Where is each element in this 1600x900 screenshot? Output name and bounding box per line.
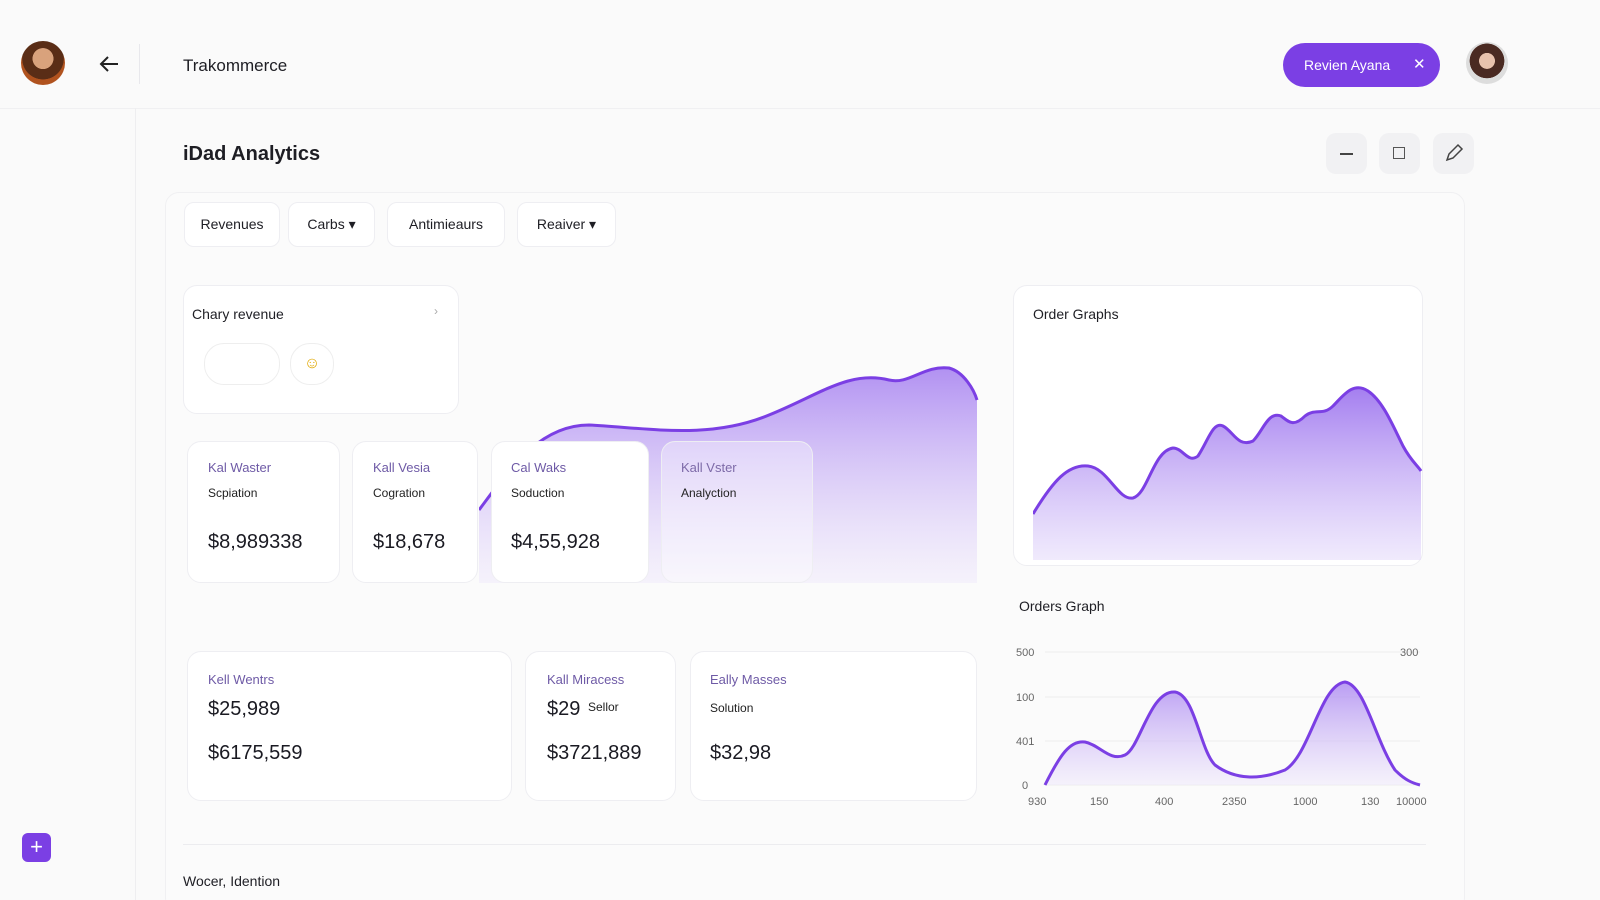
revenue-card: Chary revenue › ☺ — [183, 285, 459, 414]
stat-value: $4,55,928 — [511, 531, 600, 553]
minimize-button[interactable] — [1326, 133, 1367, 174]
emoji-pill[interactable]: ☺ — [290, 343, 334, 385]
bottom-card[interactable]: Kell Wentrs $25,989 $6175,559 — [187, 651, 512, 801]
pill[interactable] — [204, 343, 280, 385]
bottom-card[interactable]: Kall Miracess $29 Sellor $3721,889 — [525, 651, 676, 801]
x-tick-label: 1000 — [1293, 796, 1317, 808]
grid-button[interactable] — [1379, 133, 1420, 174]
app-name: Trakommerce — [183, 56, 288, 75]
card-note: Sellor — [588, 700, 619, 714]
card-value: $6175,559 — [208, 742, 303, 764]
stat-label: Cal Waks — [511, 460, 567, 475]
order-graphs-card: Order Graphs — [1013, 285, 1423, 566]
orders-graph: 500 100 401 0 300 930 150 400 2350 1000 … — [1016, 647, 1427, 808]
card-value: $3721,889 — [547, 742, 642, 764]
tab[interactable]: Reaiver ▾ — [517, 202, 616, 247]
y-tick-label: 500 — [1016, 647, 1034, 659]
stat-value: $18,678 — [373, 531, 446, 553]
header-divider — [139, 44, 140, 84]
card-label: Eally Masses — [710, 672, 787, 687]
x-tick-label: 10000 — [1396, 796, 1427, 808]
y-tick-label: 0 — [1022, 780, 1028, 792]
chip-close[interactable]: ✕ — [1413, 56, 1426, 73]
stat-label: Kall Vesia — [373, 460, 431, 475]
stat-card[interactable]: Kal Waster Scpiation $8,989338 — [187, 441, 340, 583]
x-tick-label: 130 — [1361, 796, 1379, 808]
x-tick-label: 930 — [1028, 796, 1046, 808]
card-title: Chary revenue — [192, 306, 284, 322]
sidebar-border — [135, 108, 136, 900]
chip-label: Revien Ayana — [1304, 57, 1391, 73]
x-tick-label: 400 — [1155, 796, 1173, 808]
y-tick-label: 100 — [1016, 692, 1034, 704]
stat-sub: Scpiation — [208, 486, 258, 500]
stat-label: Kall Vster — [681, 460, 737, 475]
stat-value: $8,989338 — [208, 531, 303, 553]
card-sub: Solution — [710, 701, 754, 715]
y-tick-label-right: 300 — [1400, 647, 1418, 659]
stat-card[interactable]: Kall Vesia Cogration $18,678 — [352, 441, 478, 583]
stat-label: Kal Waster — [208, 460, 272, 475]
add-button[interactable]: + — [22, 833, 51, 862]
tab[interactable]: Revenues — [184, 202, 280, 247]
card-label: Kell Wentrs — [208, 672, 275, 687]
orders-graph-title: Orders Graph — [1019, 598, 1105, 614]
stat-sub: Cogration — [373, 486, 426, 500]
card-value: $25,989 — [208, 698, 281, 720]
bottom-card[interactable]: Eally Masses Solution $32,98 — [690, 651, 977, 801]
y-tick-label: 401 — [1016, 736, 1034, 748]
card-value: $32,98 — [710, 742, 772, 764]
card-title: Order Graphs — [1033, 306, 1119, 322]
order-area — [1033, 386, 1423, 560]
section-title: Wocer, Idention — [183, 873, 281, 889]
stat-sub: Analyction — [681, 486, 737, 500]
stat-card[interactable]: Kall Vster Analyction — [661, 441, 813, 583]
edit-button[interactable] — [1433, 133, 1474, 174]
user-chip[interactable]: Revien Ayana ✕ — [1283, 43, 1440, 87]
avatar[interactable] — [21, 41, 65, 85]
tab-label: Carbs — [307, 216, 345, 232]
stat-card[interactable]: Cal Waks Soduction $4,55,928 — [491, 441, 649, 583]
tab-label: Reaiver — [536, 216, 586, 232]
card-label: Kall Miracess — [547, 672, 625, 687]
profile-avatar[interactable] — [1466, 42, 1508, 84]
tab[interactable]: Carbs ▾ — [288, 202, 375, 247]
page-title: iDad Analytics — [183, 143, 321, 165]
stat-sub: Soduction — [511, 486, 565, 500]
x-tick-label: 2350 — [1222, 796, 1246, 808]
tab[interactable]: Antimieaurs — [387, 202, 505, 247]
chevron[interactable]: › — [434, 304, 438, 318]
card-value: $29 — [547, 698, 581, 720]
x-tick-label: 150 — [1090, 796, 1108, 808]
section-divider — [183, 844, 1426, 845]
back-arrow[interactable] — [98, 54, 120, 74]
